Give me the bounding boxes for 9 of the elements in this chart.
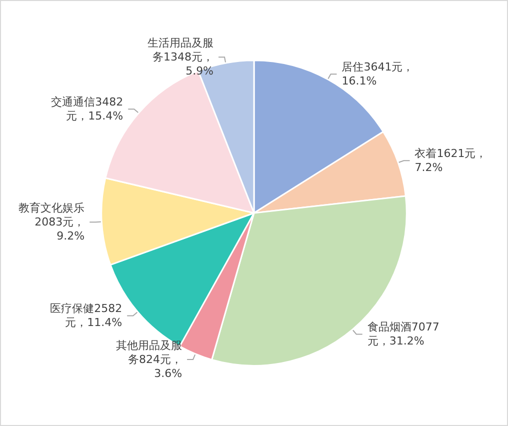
slice-label: 其他用品及服务824元，3.6% (116, 338, 182, 380)
slice-label: 衣着1621元，7.2% (414, 147, 487, 174)
slice-label: 食品烟酒7077元，31.2% (367, 320, 440, 348)
data-label: 2083元，9.2% (34, 216, 85, 243)
slice-label: 教育文化娱乐 (18, 202, 85, 215)
slice-label: 医疗保健2582元，11.4% (50, 302, 122, 330)
slice-label: 生活用品及服务1348元，5.9% (148, 36, 214, 78)
slice-label: 交通通信3482元，15.4% (51, 96, 124, 123)
slice-label: 居住3641元，16.1% (342, 60, 414, 88)
